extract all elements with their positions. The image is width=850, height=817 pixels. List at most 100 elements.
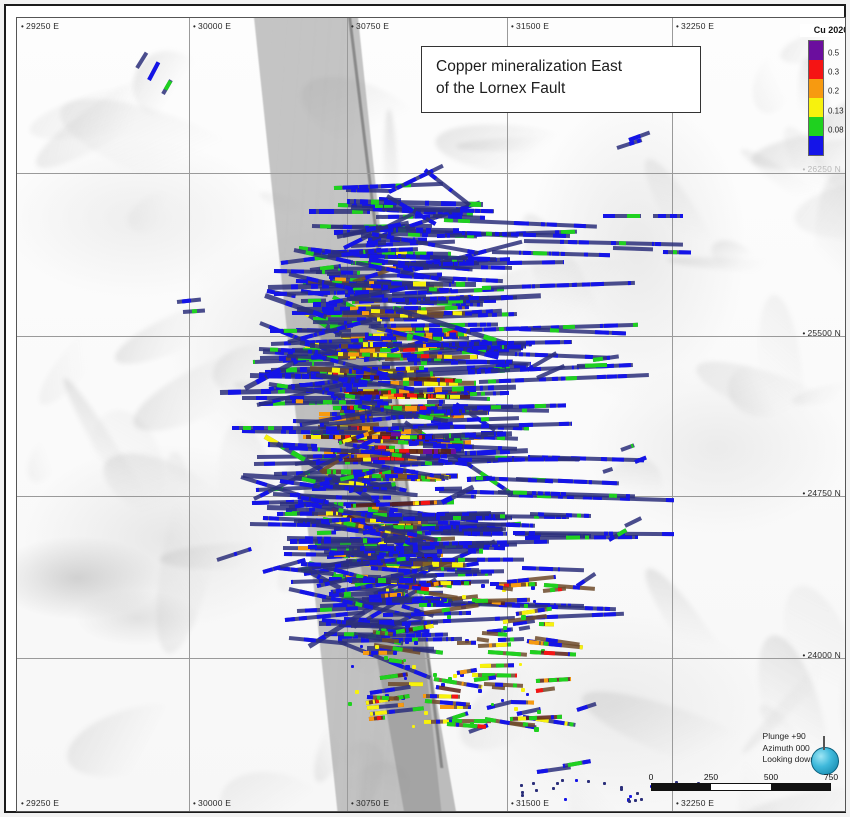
drillhole-collar[interactable]: [413, 641, 418, 646]
trace-grade-segment: [527, 700, 534, 705]
trace-grade-segment: [376, 629, 381, 635]
drillhole-trace[interactable]: [349, 546, 415, 551]
drillhole-collar[interactable]: [535, 788, 539, 792]
trace-grade-segment: [451, 541, 458, 546]
drillhole-collar[interactable]: [412, 724, 416, 728]
drillhole-trace[interactable]: [653, 214, 683, 218]
drillhole-collar[interactable]: [404, 664, 410, 670]
drillhole-collar[interactable]: [564, 797, 568, 801]
drillhole-trace[interactable]: [512, 530, 674, 536]
drillhole-collar[interactable]: [640, 798, 644, 802]
drillhole-collar[interactable]: [464, 638, 469, 643]
drillhole-collar[interactable]: [635, 792, 639, 796]
drillhole-trace[interactable]: [479, 662, 514, 668]
drillhole-trace[interactable]: [338, 344, 361, 349]
drillhole-collar[interactable]: [575, 779, 579, 783]
drillhole-trace[interactable]: [395, 365, 424, 371]
drillhole-collar[interactable]: [446, 614, 451, 619]
drillhole-collar[interactable]: [620, 788, 624, 792]
drillhole-trace[interactable]: [435, 516, 491, 521]
drillhole-collar[interactable]: [355, 689, 360, 694]
drillhole-collar[interactable]: [531, 781, 535, 785]
drillhole-collar[interactable]: [404, 639, 409, 644]
drillhole-trace[interactable]: [231, 425, 357, 431]
drillhole-trace[interactable]: [456, 641, 476, 646]
drillhole-collar[interactable]: [443, 597, 448, 602]
drillhole-collar[interactable]: [392, 651, 397, 656]
drillhole-trace[interactable]: [422, 693, 460, 699]
drillhole-trace[interactable]: [293, 361, 335, 366]
drillhole-collar[interactable]: [424, 711, 429, 716]
drillhole-collar[interactable]: [520, 687, 525, 692]
drillhole-trace[interactable]: [510, 700, 534, 705]
drillhole-collar[interactable]: [447, 676, 452, 681]
drillhole-trace[interactable]: [456, 493, 476, 499]
drillhole-trace[interactable]: [412, 542, 419, 553]
drillhole-trace[interactable]: [334, 332, 369, 337]
drillhole-trace[interactable]: [367, 240, 387, 247]
drillhole-collar[interactable]: [481, 584, 486, 589]
drillhole-collar[interactable]: [477, 689, 482, 694]
trace-grade-segment: [299, 539, 314, 545]
drillhole-collar[interactable]: [500, 699, 504, 703]
drillhole-collar[interactable]: [525, 692, 529, 696]
drillhole-collar[interactable]: [363, 618, 367, 621]
drillhole-trace[interactable]: [497, 636, 524, 642]
drillhole-collar[interactable]: [514, 706, 519, 711]
drillhole-trace[interactable]: [435, 486, 463, 492]
drillhole-trace[interactable]: [349, 578, 415, 583]
drillhole-trace[interactable]: [426, 399, 445, 404]
drillhole-collar[interactable]: [552, 787, 556, 791]
drillhole-collar[interactable]: [460, 673, 465, 678]
trace-grade-segment: [327, 468, 331, 474]
drillhole-trace[interactable]: [316, 530, 336, 535]
drillhole-collar[interactable]: [405, 622, 411, 628]
drillhole-collar[interactable]: [520, 783, 524, 787]
drillhole-collar[interactable]: [530, 586, 535, 591]
drillhole-collar[interactable]: [403, 659, 407, 663]
drillhole-collar[interactable]: [412, 664, 417, 669]
trace-grade-segment: [379, 674, 391, 680]
drillhole-trace[interactable]: [380, 432, 402, 437]
drillhole-collar[interactable]: [633, 799, 637, 803]
drillhole-collar[interactable]: [348, 702, 353, 707]
drillhole-collar[interactable]: [533, 726, 539, 732]
drillhole-collar[interactable]: [374, 644, 379, 649]
drillhole-collar[interactable]: [619, 786, 623, 790]
drillhole-collar[interactable]: [556, 781, 560, 785]
drillhole-trace[interactable]: [603, 214, 641, 218]
trace-grade-segment: [451, 449, 457, 455]
drillhole-collar[interactable]: [452, 673, 457, 678]
drillhole-collar[interactable]: [491, 703, 495, 707]
drillhole-collar[interactable]: [521, 791, 525, 795]
drillhole-collar[interactable]: [521, 614, 527, 620]
drillhole-collar[interactable]: [629, 794, 633, 798]
drillhole-collar[interactable]: [537, 709, 542, 714]
drillhole-collar[interactable]: [627, 799, 631, 803]
drillhole-trace[interactable]: [362, 650, 394, 655]
drillhole-collar[interactable]: [533, 600, 537, 604]
trace-grade-segment: [347, 517, 350, 522]
drillhole-collar[interactable]: [674, 781, 678, 785]
drillhole-collar[interactable]: [404, 677, 408, 681]
drillhole-collar[interactable]: [520, 793, 524, 797]
drillhole-collar[interactable]: [586, 780, 590, 784]
drillhole-collar[interactable]: [396, 592, 401, 597]
drillhole-collar[interactable]: [360, 644, 364, 648]
drillhole-trace[interactable]: [539, 621, 555, 627]
drillhole-collar[interactable]: [354, 635, 358, 639]
drillhole-collar[interactable]: [519, 663, 523, 667]
drillhole-collar[interactable]: [351, 664, 355, 668]
drillhole-collar[interactable]: [603, 781, 607, 785]
drillhole-collar[interactable]: [502, 626, 507, 631]
drillhole-collar[interactable]: [383, 656, 388, 661]
drillhole-trace[interactable]: [448, 456, 581, 462]
drillhole-collar[interactable]: [462, 595, 467, 600]
drillhole-collar[interactable]: [561, 779, 565, 783]
drillhole-trace[interactable]: [455, 569, 505, 575]
trace-grade-segment: [585, 363, 600, 368]
map-canvas[interactable]: 29250 E 30000 E 30750 E 31500 E 32250 E 29250…: [16, 17, 846, 812]
drillhole-collar[interactable]: [426, 602, 431, 607]
drillhole-trace[interactable]: [662, 250, 692, 255]
drillhole-collar[interactable]: [432, 673, 437, 678]
